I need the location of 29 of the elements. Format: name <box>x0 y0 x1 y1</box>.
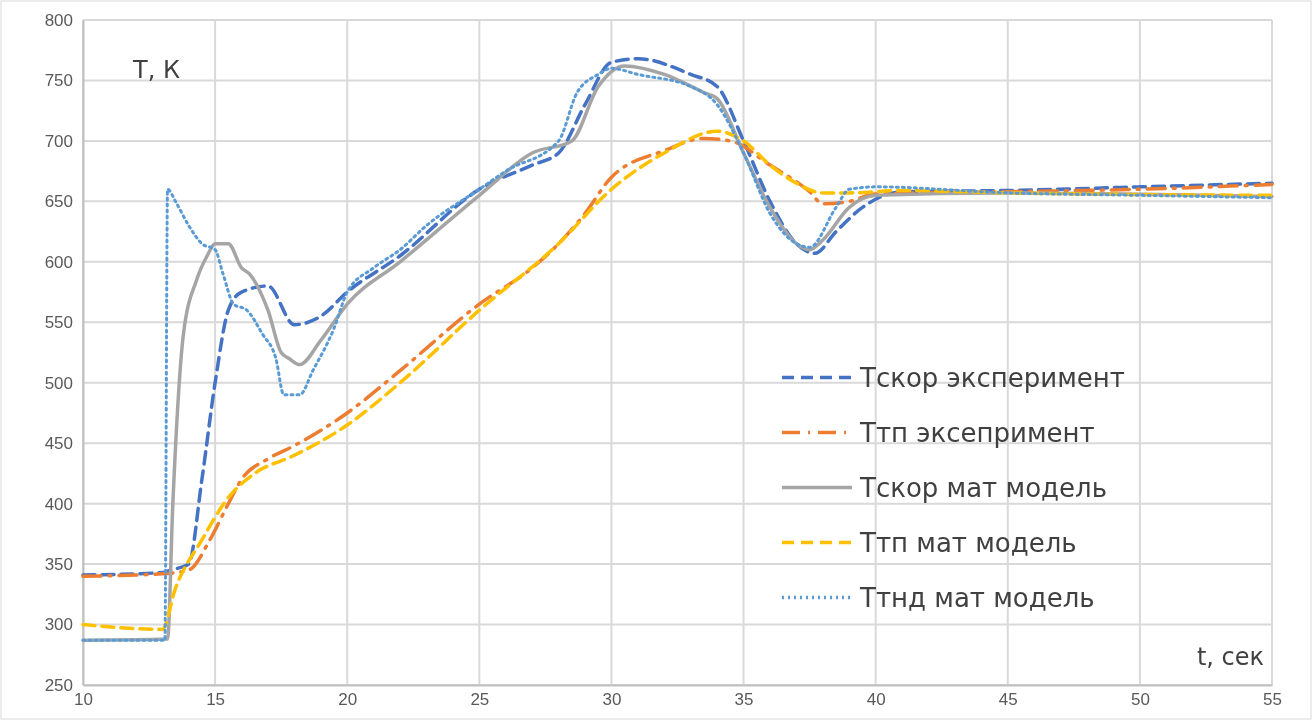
y-tick-label: 700 <box>44 131 73 151</box>
x-tick-label: 20 <box>338 690 358 710</box>
x-tick-label: 10 <box>74 690 93 710</box>
legend-label: Тскор эксперимент <box>859 362 1125 393</box>
legend-label: Ттнд мат модель <box>859 582 1095 613</box>
y-tick-label: 800 <box>44 10 73 30</box>
x-tick-label: 30 <box>602 690 622 710</box>
x-tick-label: 25 <box>470 690 490 710</box>
x-tick-label: 55 <box>1263 690 1282 710</box>
x-tick-label: 15 <box>206 690 226 710</box>
y-tick-label: 650 <box>44 192 73 212</box>
y-tick-label: 300 <box>44 615 73 635</box>
y-tick-label: 350 <box>44 555 73 575</box>
y-axis-title: T, К <box>132 56 180 84</box>
y-tick-label: 500 <box>44 373 73 393</box>
legend-label: Ттп эксепримент <box>859 417 1095 448</box>
x-tick-label: 45 <box>998 690 1018 710</box>
y-tick-label: 250 <box>44 675 73 695</box>
x-tick-label: 40 <box>866 690 886 710</box>
y-tick-label: 600 <box>44 252 73 272</box>
x-axis-title: t, сек <box>1196 643 1264 671</box>
y-tick-label: 550 <box>44 313 73 333</box>
x-tick-label: 35 <box>734 690 754 710</box>
legend-label: Тскор мат модель <box>859 472 1107 503</box>
legend-label: Ттп мат модель <box>859 527 1077 558</box>
y-tick-label: 400 <box>44 494 73 514</box>
y-tick-label: 750 <box>44 71 73 91</box>
x-tick-label: 50 <box>1130 690 1150 710</box>
y-tick-label: 450 <box>44 434 73 454</box>
